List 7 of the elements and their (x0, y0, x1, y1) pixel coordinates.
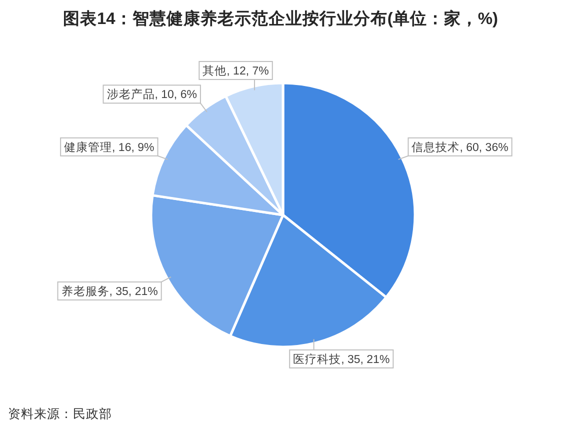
slice-label: 健康管理, 16, 9% (64, 140, 154, 154)
title: 图表14：智慧健康养老示范企业按行业分布(单位：家，%) (63, 10, 498, 28)
slice-label: 涉老产品, 10, 6% (106, 87, 197, 102)
slice-label: 医疗科技, 35, 21% (293, 352, 390, 366)
slice-label: 养老服务, 35, 21% (61, 284, 158, 298)
slice-label: 其他, 12, 7% (202, 64, 269, 78)
slice-label: 信息技术, 60, 36% (412, 140, 508, 154)
